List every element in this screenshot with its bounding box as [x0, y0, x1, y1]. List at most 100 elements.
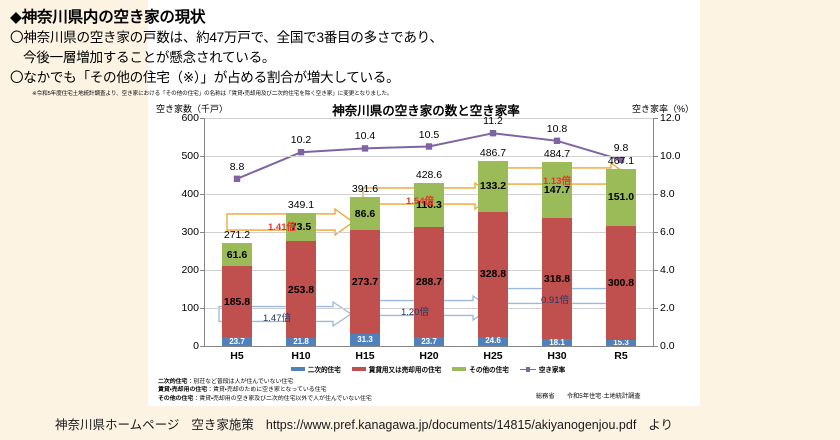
stacked-bar[interactable]: 31.3 273.7 86.6 [350, 197, 380, 346]
bar-segment-1[interactable]: 300.8 [606, 225, 636, 341]
y2-axis-tick [653, 270, 658, 271]
bar-segment-0[interactable]: 23.7 [222, 337, 252, 346]
bar-segment-1[interactable]: 273.7 [350, 230, 380, 335]
bar-segment-2[interactable]: 86.6 [350, 197, 380, 231]
legend-item-2[interactable]: その他の住宅 [452, 364, 509, 374]
bullet-2: 〇なかでも「その他の住宅（※）」が占める割合が増大している。 [10, 69, 400, 85]
bar-total-label: 349.1 [287, 199, 315, 212]
x-axis-label: H15 [355, 350, 375, 362]
bar-segment-value: 23.7 [229, 336, 245, 346]
bar-segment-value: 116.3 [416, 198, 442, 211]
legend-label: その他の住宅 [469, 367, 509, 374]
chart-legend: 二次的住宅 賃貸用又は売却用の住宅 その他の住宅 空き家率 [204, 364, 652, 374]
y2-axis-tick-label: 10.0 [660, 150, 681, 162]
bar-segment-value: 300.8 [607, 276, 635, 289]
legend-item-1[interactable]: 賃貸用又は売却用の住宅 [351, 364, 441, 374]
y2-axis-title: 空き家率（%） [631, 104, 694, 114]
bar-total-label: 484.7 [543, 147, 571, 160]
y-axis-tick-label: 400 [181, 188, 199, 200]
bar-segment-1[interactable]: 185.8 [222, 266, 252, 337]
bar-segment-value: 288.7 [415, 275, 443, 288]
line-point-label: 11.2 [483, 115, 503, 128]
y-axis-tick [200, 118, 205, 119]
x-axis-label: H10 [291, 350, 311, 362]
bar-segment-2[interactable]: 133.2 [478, 161, 508, 212]
bar-segment-0[interactable]: 24.6 [478, 336, 508, 346]
stacked-bar[interactable]: 23.7 288.7 116.3 [414, 183, 444, 346]
credit-section: 空き家施策 [191, 418, 254, 432]
y-axis-tick-label: 100 [181, 302, 199, 314]
gridline [205, 118, 653, 119]
y-axis-tick [200, 308, 205, 309]
bar-segment-1[interactable]: 253.8 [286, 241, 316, 338]
bullet-1-line-2: 今後一層増加することが懸念されている。 [10, 49, 546, 67]
stacked-bar[interactable]: 18.1 318.8 147.7 [542, 161, 572, 347]
bar-total-label: 467.1 [607, 154, 635, 167]
stacked-bar[interactable]: 24.6 328.8 133.2 [478, 161, 508, 346]
bar-segment-value: 151.0 [607, 190, 635, 203]
bar-segment-0[interactable]: 31.3 [350, 334, 380, 346]
y-axis-tick-label: 0 [193, 340, 199, 352]
growth-annotation-orange: 1.41倍 [268, 222, 296, 233]
bar-segment-2[interactable]: 73.5 [286, 213, 316, 242]
bar-segment-value: 61.6 [226, 248, 248, 261]
x-axis-label: H25 [483, 350, 503, 362]
definition-notes: 二次的住宅：別荘など普段は人が住んでいない住宅 賃貸・売却用の住宅：賃貸・売却のた… [158, 378, 558, 403]
stacked-bar[interactable]: 15.3 300.8 151.0 [606, 168, 636, 347]
bullet-1-line-2-text: 今後一層増加することが懸念されている。 [23, 50, 276, 66]
bar-segment-value: 185.8 [223, 295, 251, 308]
credit-url[interactable]: https://www.pref.kanagawa.jp/documents/1… [265, 418, 637, 432]
line-point-label: 8.8 [229, 160, 245, 173]
definition-term: その他の住宅 [158, 395, 194, 402]
y-axis-title: 空き家数（千戸） [156, 104, 229, 114]
bar-total-label: 428.6 [415, 169, 443, 182]
bar-segment-value: 147.7 [543, 183, 571, 196]
y2-axis-tick [653, 346, 658, 347]
bar-segment-2[interactable]: 116.3 [414, 183, 444, 228]
bar-segment-2[interactable]: 147.7 [542, 161, 572, 218]
bar-segment-value: 318.8 [543, 272, 571, 285]
bar-segment-2[interactable]: 61.6 [222, 242, 252, 267]
line-point-label: 10.4 [354, 130, 376, 143]
bar-segment-1[interactable]: 318.8 [542, 217, 572, 340]
plot-area: 0 100 200 300 400 500 600 0.0 2.0 4.0 6.0 8.0 10.0 12… [181, 112, 680, 362]
credit-org: 神奈川県ホームページ [55, 418, 180, 432]
growth-annotation-orange: 1.13倍 [543, 176, 571, 187]
bar-segment-0[interactable]: 21.8 [286, 337, 316, 346]
bar-segment-value: 273.7 [351, 275, 379, 288]
y-axis-tick-label: 600 [181, 112, 199, 124]
definition-row: 二次的住宅：別荘など普段は人が住んでいない住宅 [158, 378, 558, 386]
x-axis-label: H30 [547, 350, 567, 362]
stacked-bar[interactable]: 21.8 253.8 73.5 [286, 213, 316, 346]
y-axis-tick [200, 232, 205, 233]
bar-segment-value: 31.3 [357, 335, 373, 345]
y2-axis-tick [653, 232, 658, 233]
growth-annotation-blue: 1.47倍 [263, 313, 291, 324]
line-point-label: 10.2 [290, 134, 312, 147]
bar-segment-2[interactable]: 151.0 [606, 168, 636, 226]
bar-segment-0[interactable]: 23.7 [414, 337, 444, 346]
bar-segment-value: 18.1 [549, 337, 565, 347]
bar-segment-1[interactable]: 288.7 [414, 227, 444, 337]
definition-term: 賃貸・売却用の住宅 [158, 387, 208, 394]
y2-axis-tick-label: 12.0 [660, 112, 681, 124]
bar-segment-1[interactable]: 328.8 [478, 211, 508, 337]
bar-segment-0[interactable]: 18.1 [542, 337, 572, 347]
stacked-bar[interactable]: 23.7 185.8 61.6 [222, 242, 252, 346]
y2-axis-tick [653, 308, 658, 309]
y2-axis-tick [653, 194, 658, 195]
bar-segment-value: 133.2 [479, 180, 507, 193]
bar-segment-0[interactable]: 15.3 [606, 339, 636, 347]
y2-axis-tick [653, 118, 658, 119]
line-point-label: 10.5 [418, 128, 440, 141]
chart-title: 神奈川県の空き家の数と空き家率 [332, 104, 520, 118]
bar-segment-value: 23.7 [421, 336, 437, 346]
x-axis-label: R5 [614, 350, 628, 362]
bar-total-label: 486.7 [479, 147, 507, 160]
bar-segment-value: 86.6 [354, 207, 376, 220]
legend-item-0[interactable]: 二次的住宅 [290, 364, 341, 374]
legend-item-3[interactable]: 空き家率 [519, 364, 565, 374]
bar-segment-value: 253.8 [287, 283, 315, 296]
legend-swatch [290, 367, 305, 371]
legend-label: 二次的住宅 [307, 367, 341, 374]
